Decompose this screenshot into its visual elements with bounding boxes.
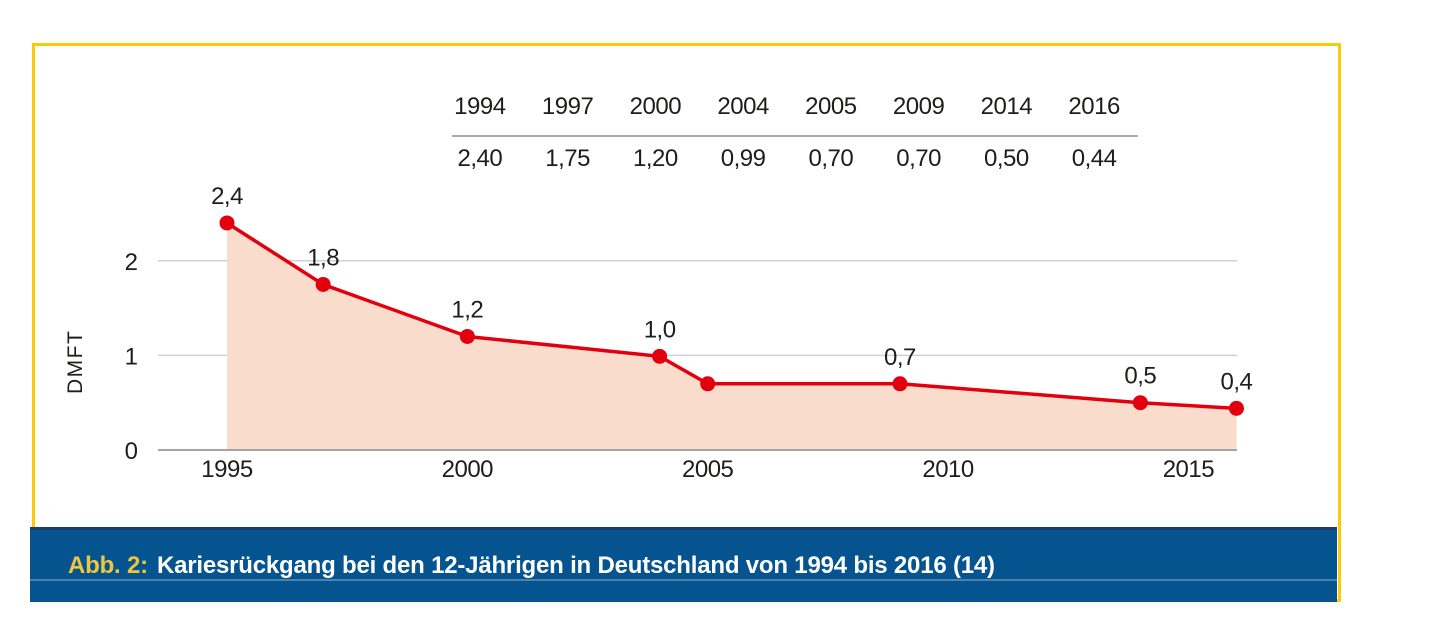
y-tick-0: 0	[125, 438, 138, 465]
table-value-cell: 0,70	[896, 145, 941, 172]
x-tick-2000: 2000	[442, 456, 494, 483]
table-year-cell: 1994	[454, 93, 506, 120]
caption-hairline	[30, 579, 1337, 581]
table-year-cell: 2016	[1068, 93, 1120, 120]
x-tick-1995: 1995	[201, 456, 253, 483]
data-point-2000	[459, 328, 475, 344]
table-year-cell: 2005	[805, 93, 857, 120]
table-divider-rule	[452, 135, 1138, 137]
x-tick-2015: 2015	[1163, 456, 1215, 483]
caption-number-label: Abb. 2:	[68, 552, 148, 579]
table-value-row: 2,40 1,75 1,20 0,99 0,70 0,70 0,50 0,44	[436, 144, 1138, 174]
point-label-1994: 2,4	[211, 183, 243, 210]
point-label-1997: 1,8	[307, 244, 339, 271]
data-point-2016	[1228, 400, 1244, 416]
point-label-2014: 0,5	[1124, 363, 1156, 390]
point-label-2016: 0,4	[1221, 368, 1253, 395]
table-value-cell: 0,50	[984, 145, 1029, 172]
y-tick-1: 1	[125, 343, 138, 370]
table-value-cell: 0,70	[808, 145, 854, 172]
x-tick-2010: 2010	[922, 456, 974, 483]
table-year-cell: 2000	[629, 93, 682, 120]
figure-caption: Abb. 2: Kariesrückgang bei den 12-Jährige…	[68, 530, 995, 602]
y-tick-2: 2	[125, 249, 138, 276]
table-value-cell: 0,99	[720, 145, 766, 172]
table-value-cell: 2,40	[457, 145, 503, 172]
table-year-cell: 2004	[717, 93, 769, 120]
table-year-row: 1994 1997 2000 2004 2005 2009 2014 2016	[436, 90, 1138, 124]
table-year-cell: 2014	[980, 93, 1033, 120]
caption-bar: Abb. 2: Kariesrückgang bei den 12-Jährige…	[30, 527, 1337, 602]
caption-text-body: Kariesrückgang bei den 12-Jährigen in De…	[156, 552, 995, 579]
data-point-2005	[700, 376, 716, 392]
data-point-2009	[892, 376, 908, 392]
data-point-1994	[219, 215, 235, 231]
data-point-2014	[1132, 395, 1148, 411]
point-label-2009: 0,7	[884, 344, 916, 371]
dmft-data-table: 1994 1997 2000 2004 2005 2009 2014 2016 2,40 1,7…	[436, 90, 1138, 174]
series-area-fill	[227, 222, 1237, 449]
table-value-cell: 0,44	[1071, 145, 1117, 172]
table-value-cell: 1,20	[633, 145, 678, 172]
data-point-2004	[652, 348, 668, 364]
table-year-cell: 2009	[892, 93, 945, 120]
data-point-1997	[315, 276, 331, 292]
y-axis-title: DMFT	[64, 329, 87, 394]
table-value-cell: 1,75	[545, 145, 590, 172]
table-year-cell: 1997	[541, 93, 594, 120]
point-label-2000: 1,2	[451, 296, 483, 323]
x-tick-2005: 2005	[682, 456, 734, 483]
series-line	[226, 221, 1237, 411]
point-label-2004: 1,0	[644, 316, 676, 343]
